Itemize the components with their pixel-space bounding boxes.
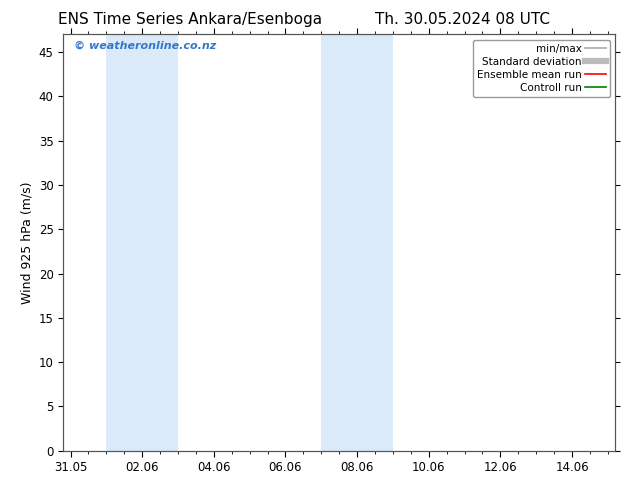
Text: © weatheronline.co.nz: © weatheronline.co.nz <box>74 41 217 50</box>
Bar <box>107 34 178 451</box>
Y-axis label: Wind 925 hPa (m/s): Wind 925 hPa (m/s) <box>20 181 33 304</box>
Bar <box>321 34 393 451</box>
Text: Th. 30.05.2024 08 UTC: Th. 30.05.2024 08 UTC <box>375 12 550 27</box>
Text: ENS Time Series Ankara/Esenboga: ENS Time Series Ankara/Esenboga <box>58 12 322 27</box>
Legend: min/max, Standard deviation, Ensemble mean run, Controll run: min/max, Standard deviation, Ensemble me… <box>473 40 610 97</box>
